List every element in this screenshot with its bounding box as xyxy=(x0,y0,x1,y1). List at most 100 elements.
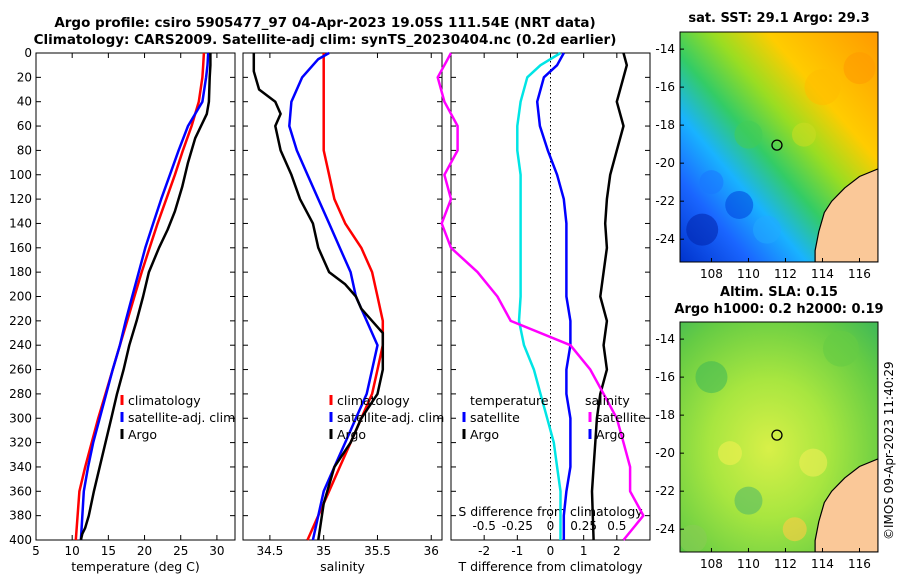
y-tick-label: 320 xyxy=(9,436,32,450)
salinity-profile-axes-frame xyxy=(242,52,443,541)
x-tick-label: 112 xyxy=(774,267,797,281)
y-tick-label: -24 xyxy=(655,232,675,246)
difference-profile-panel: -2 -1 0 1 2T difference from climatology -0.5… xyxy=(436,51,651,574)
x-tick-label: -2 xyxy=(478,544,490,558)
sla-map-title: Altim. SLA: 0.15 xyxy=(720,285,838,300)
sst-patch xyxy=(843,52,876,85)
s-tick-label: 0 xyxy=(547,519,555,533)
y-tick-label: -18 xyxy=(655,118,675,132)
sst-patch xyxy=(752,215,781,244)
y-tick-label: 220 xyxy=(9,314,32,328)
y-tick-label: -20 xyxy=(655,156,675,170)
sst-patch xyxy=(686,213,719,246)
sla-patch xyxy=(822,330,859,367)
x-tick-label: 0 xyxy=(547,544,555,558)
sla-map-field xyxy=(680,322,878,552)
figure-title-line-1: Argo profile: csiro 5905477_97 04-Apr-20… xyxy=(54,15,596,31)
y-tick-label: 360 xyxy=(9,484,32,498)
x-tick-label: 30 xyxy=(209,544,224,558)
series-climatology xyxy=(306,53,385,541)
legend-label: Argo xyxy=(470,427,499,442)
x-tick-label: 114 xyxy=(811,557,834,571)
s-tick-label: -0.25 xyxy=(502,519,533,533)
s-tick-label: 0.5 xyxy=(607,519,626,533)
legend-title-salinity: salinity xyxy=(585,393,630,408)
sst-patch xyxy=(725,190,754,219)
y-tick-label: -14 xyxy=(655,332,675,346)
y-tick-label: 120 xyxy=(9,192,32,206)
x-tick-label: 5 xyxy=(32,544,40,558)
x-tick-label: 35.5 xyxy=(364,544,391,558)
y-tick-label: 0 xyxy=(24,46,32,60)
y-tick-label: 200 xyxy=(9,290,32,304)
y-tick-label: 80 xyxy=(17,143,32,157)
figure-title-line-2: Climatology: CARS2009. Satellite-adj cli… xyxy=(33,32,617,48)
sla-patch xyxy=(734,486,763,515)
y-tick-label: 100 xyxy=(9,168,32,182)
sla-map-subtitle: Argo h1000: 0.2 h2000: 0.19 xyxy=(674,302,883,317)
y-tick-label: 160 xyxy=(9,241,32,255)
series-argo xyxy=(79,53,212,541)
series-t-satellite xyxy=(516,51,562,540)
y-tick-label: 340 xyxy=(9,460,32,474)
series-s-argo xyxy=(436,52,645,541)
sst-map-panel: 108 110 112 114 116 -14 -16 -18 -20 -22 -24 xyxy=(655,31,879,281)
legend-label: Argo xyxy=(128,427,157,442)
x-tick-label: 20 xyxy=(137,544,152,558)
y-tick-label: 40 xyxy=(17,95,32,109)
x-tick-label: 1 xyxy=(580,544,588,558)
sst-patch xyxy=(734,120,763,149)
series-t-argo xyxy=(590,52,629,541)
temperature-profile-panel: 5 10 15 20 25 3002040608010012014016018020022… xyxy=(9,46,236,574)
x-tick-label: 108 xyxy=(700,557,723,571)
series-satellite-adj-clim xyxy=(288,51,379,541)
x-tick-label: 116 xyxy=(848,267,871,281)
y-tick-label: -18 xyxy=(655,408,675,422)
y-tick-label: 400 xyxy=(9,533,32,547)
x-tick-label: 2 xyxy=(613,544,621,558)
sst-map-field xyxy=(680,32,878,262)
x-tick-label: -1 xyxy=(511,544,523,558)
s-tick-label: -0.5 xyxy=(472,519,495,533)
y-tick-label: 240 xyxy=(9,338,32,352)
y-tick-label: 380 xyxy=(9,509,32,523)
sst-patch xyxy=(791,122,816,147)
y-tick-label: 300 xyxy=(9,411,32,425)
legend-title-temperature: temperature xyxy=(470,393,549,408)
sla-patch xyxy=(680,524,707,552)
sla-patch xyxy=(717,441,742,466)
legend-label: Argo xyxy=(596,427,625,442)
s-tick-label: 0.25 xyxy=(570,519,597,533)
x-tick-label: 110 xyxy=(737,557,760,571)
legend-label: satellite-adj. clim xyxy=(128,410,235,425)
x-tick-label: 114 xyxy=(811,267,834,281)
land-mass xyxy=(814,458,878,552)
sst-map-frame xyxy=(679,31,879,263)
legend-label: satellite xyxy=(470,410,520,425)
y-tick-label: 280 xyxy=(9,387,32,401)
sla-patch xyxy=(799,448,828,477)
x-tick-label: 34.5 xyxy=(257,544,284,558)
y-tick-label: -22 xyxy=(655,194,675,208)
y-tick-label: -22 xyxy=(655,484,675,498)
y-tick-label: 180 xyxy=(9,265,32,279)
series-s-satellite xyxy=(535,52,572,540)
legend-label: climatology xyxy=(128,393,201,408)
land-mass xyxy=(814,168,878,262)
sla-patch xyxy=(695,361,728,394)
sla-map-panel: 108 110 112 114 116 -14 -16 -18 -20 -22 -24 xyxy=(655,321,879,571)
legend-label: Argo xyxy=(337,427,366,442)
x-tick-label: 10 xyxy=(65,544,80,558)
legend-label: satellite-adj. clim xyxy=(337,410,444,425)
argo-position-marker xyxy=(771,429,783,441)
x-tick-label: 110 xyxy=(737,267,760,281)
y-tick-label: 60 xyxy=(17,119,32,133)
y-tick-label: 260 xyxy=(9,363,32,377)
x-tick-label: 25 xyxy=(173,544,188,558)
sst-patch xyxy=(699,170,724,195)
x-tick-label: 116 xyxy=(848,557,871,571)
x-axis-label: T difference from climatology xyxy=(457,559,643,574)
series-argo xyxy=(252,53,385,541)
y-tick-label: 140 xyxy=(9,216,32,230)
